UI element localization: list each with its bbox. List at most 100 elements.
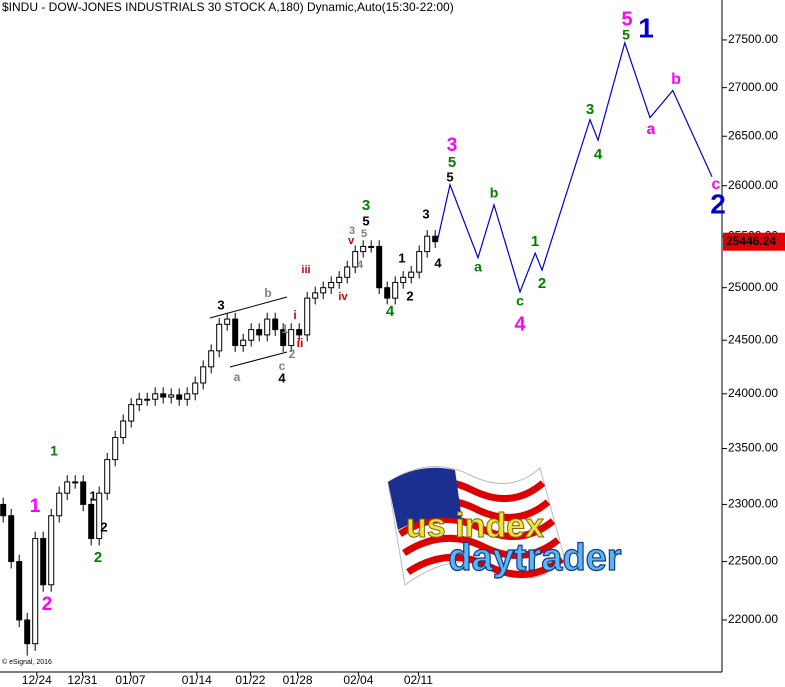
candle-body — [312, 292, 319, 299]
wave-label: 5 — [362, 213, 369, 228]
candle-body — [248, 329, 255, 341]
candle-body — [128, 404, 135, 422]
candle-body — [360, 245, 367, 253]
wave-label: 1 — [89, 488, 96, 503]
candle-body — [264, 318, 271, 336]
candle-body — [152, 393, 159, 400]
logo-text: daytrader — [448, 537, 621, 579]
x-tick-label: 02/04 — [343, 673, 373, 687]
wave-label: c — [712, 176, 721, 193]
candle-body — [432, 235, 439, 243]
candle-body — [208, 350, 215, 368]
wave-label: 1 — [531, 233, 539, 250]
chart-title: $INDU - DOW-JONES INDUSTRIALS 30 STOCK A… — [2, 0, 454, 14]
candle-body — [280, 329, 287, 347]
wave-label: a — [474, 259, 482, 275]
candle-body — [88, 503, 95, 540]
x-tick-label: 12/24 — [22, 673, 52, 687]
logo-text: us index — [406, 507, 544, 545]
wave-label: 3 — [217, 297, 224, 312]
logo: us index daytrader — [387, 466, 622, 586]
channel-line — [209, 296, 288, 319]
wave-label: 5 — [622, 27, 630, 43]
wave-label: 4 — [434, 255, 442, 270]
candle-body — [40, 538, 47, 586]
wave-label: iv — [338, 291, 348, 303]
flag-canton — [388, 467, 462, 530]
wave-label: a — [234, 370, 241, 384]
copyright: © eSignal, 2016 — [2, 658, 52, 666]
x-tick-label: 02/11 — [404, 673, 433, 687]
candle-body — [384, 287, 391, 299]
y-tick-label: 22500.00 — [728, 554, 778, 568]
wave-label: b — [671, 71, 681, 88]
last-value-label: 25446.24 — [726, 234, 776, 248]
candle-body — [48, 515, 55, 586]
candle-body — [416, 251, 423, 273]
candle-body — [112, 436, 119, 461]
y-tick-label: 24000.00 — [728, 386, 778, 400]
candle-body — [24, 619, 31, 645]
x-tick-label: 01/22 — [235, 673, 265, 687]
wave-label: 2 — [406, 288, 413, 303]
candle-body — [80, 481, 87, 505]
candle-body — [328, 282, 335, 289]
wave-label: ii — [297, 336, 304, 350]
candle-body — [104, 459, 111, 494]
candle-body — [96, 492, 103, 540]
wave-label: 3 — [422, 206, 429, 221]
wave-label: 3 — [362, 197, 370, 214]
wave-label: 3 — [349, 225, 355, 237]
candle-body — [288, 329, 295, 347]
wave-label: 2 — [289, 347, 296, 361]
candle-body — [232, 318, 239, 347]
candle-body — [368, 245, 375, 248]
candle-body — [424, 235, 431, 253]
x-tick-label: 01/14 — [182, 673, 212, 687]
candle-body — [336, 276, 343, 284]
flag-stripe — [402, 534, 561, 559]
candle-body — [32, 538, 39, 645]
candle-body — [376, 245, 383, 289]
wave-label: 4 — [514, 313, 526, 335]
y-tick-label: 23000.00 — [728, 497, 778, 511]
candle-body — [304, 297, 311, 336]
candle-body — [344, 266, 351, 278]
candle-body — [256, 329, 263, 336]
candle-body — [160, 393, 167, 398]
candle-body — [56, 492, 63, 517]
wave-label: 1 — [638, 12, 654, 43]
wave-label: 2 — [94, 549, 102, 566]
candle-body — [192, 382, 199, 395]
candle-body — [408, 271, 415, 278]
y-tick-label: 25000.00 — [728, 280, 778, 294]
candle-body — [352, 251, 359, 268]
candle-body — [64, 481, 71, 494]
wave-label: 4 — [357, 259, 364, 271]
candle-body — [320, 287, 327, 294]
candle-body — [0, 503, 7, 517]
wave-label: 3 — [586, 101, 594, 118]
candle-body — [392, 282, 399, 299]
projection-line — [437, 40, 713, 294]
candle-body — [240, 339, 247, 347]
x-tick-label: 12/31 — [67, 673, 97, 687]
y-tick-label: 26500.00 — [728, 128, 778, 142]
wave-label: 2 — [42, 594, 53, 615]
wave-label: 1 — [398, 250, 405, 265]
wave-label: 4 — [594, 146, 603, 163]
y-tick-label: 27000.00 — [728, 80, 778, 94]
wave-label: 5 — [361, 228, 367, 240]
wave-label: 4 — [278, 370, 286, 385]
y-tick-label: 24500.00 — [728, 332, 778, 346]
wave-label: 5 — [446, 169, 453, 184]
candle-body — [176, 394, 183, 400]
wave-label: v — [348, 235, 355, 247]
flag-stripe — [398, 515, 556, 540]
channel-line — [229, 351, 288, 368]
candle-body — [224, 318, 231, 325]
wave-label: 3 — [447, 135, 458, 156]
y-tick-label: 22000.00 — [728, 612, 778, 626]
